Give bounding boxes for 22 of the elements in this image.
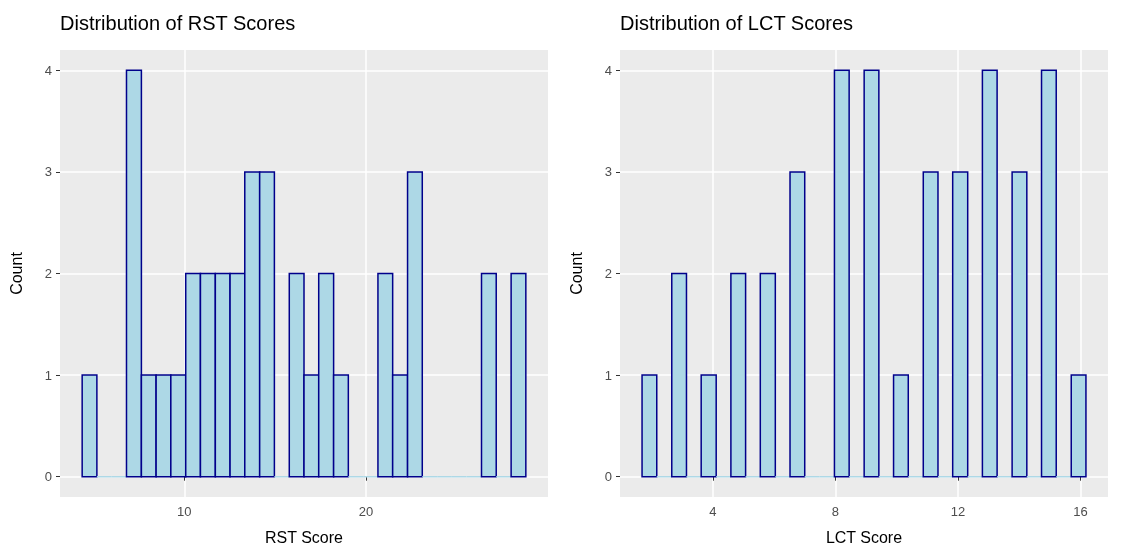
y-tick-label: 4 [44, 62, 52, 78]
y-tick-label: 4 [604, 62, 612, 78]
x-tick-label: 20 [358, 504, 374, 519]
x-tick-label: 16 [1073, 504, 1088, 519]
y-tick-label: 2 [604, 266, 612, 281]
y-axis-title: Count [567, 251, 585, 295]
x-axis-title: LCT Score [825, 528, 903, 546]
y-tick-label: 0 [44, 469, 52, 485]
y-tick-label: 3 [604, 164, 612, 180]
x-tick-label: 10 [177, 504, 192, 519]
chart-title: Distribution of RST Scores [60, 12, 296, 34]
chart-title: Distribution of LCT Scores [620, 12, 854, 34]
y-tick-label: 2 [44, 266, 52, 281]
y-tick-label: 0 [604, 469, 612, 485]
y-tick-label: 3 [44, 164, 52, 180]
x-tick-label: 4 [709, 504, 717, 519]
y-axis-title: Count [7, 251, 25, 295]
y-tick-label: 1 [44, 367, 52, 383]
y-tick-label: 1 [604, 367, 612, 383]
x-tick-label: 8 [831, 504, 839, 519]
x-axis-title: RST Score [265, 528, 344, 546]
x-tick-label: 12 [950, 504, 966, 519]
